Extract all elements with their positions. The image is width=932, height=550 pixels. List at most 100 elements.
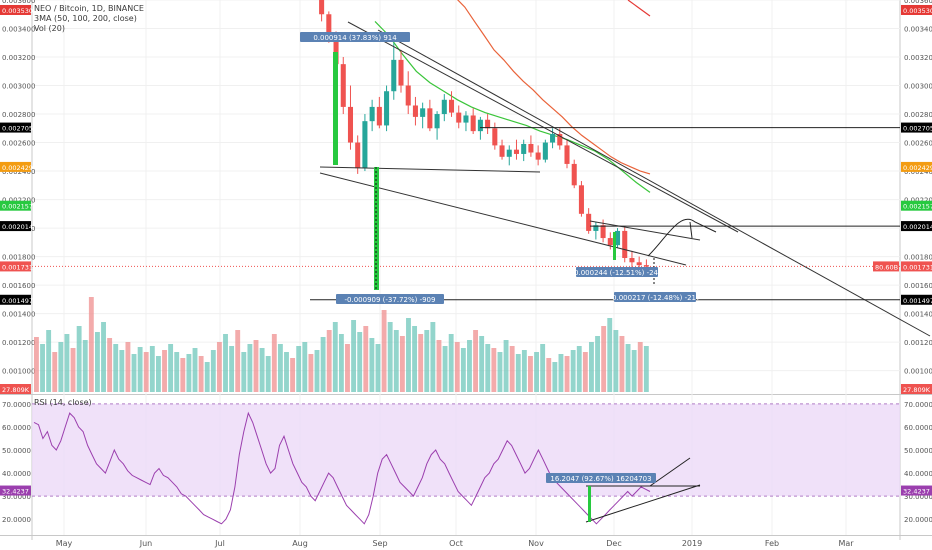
volume-bar bbox=[552, 362, 558, 392]
candle-body bbox=[492, 128, 498, 146]
price-badge bbox=[901, 221, 932, 232]
price-badge bbox=[901, 4, 932, 15]
volume-badge-text: 80.60B bbox=[875, 263, 898, 271]
price-axis-label: 0.001400 bbox=[904, 311, 932, 319]
volume-bar bbox=[363, 326, 369, 392]
rsi-legend: RSI (14, close) bbox=[34, 398, 92, 407]
volume-bar bbox=[186, 354, 192, 392]
volume-bar bbox=[442, 346, 448, 392]
volume-bar bbox=[168, 344, 174, 392]
volume-bar bbox=[94, 332, 100, 392]
volume-bar bbox=[284, 352, 289, 392]
price-axis-label: 0.002600 bbox=[904, 140, 932, 148]
left-price-badge-text: 0.002014 bbox=[2, 223, 33, 231]
candle-body bbox=[441, 99, 447, 115]
volume-bar bbox=[210, 350, 216, 392]
left-price-badge-text: 0.002157 bbox=[2, 203, 33, 211]
candle-body bbox=[405, 85, 411, 106]
rsi-line bbox=[33, 411, 651, 525]
volume-bar bbox=[613, 330, 619, 392]
candle-body bbox=[629, 258, 635, 263]
rsi-left-axis-label: 30.0000 bbox=[2, 493, 31, 501]
candle-body bbox=[456, 112, 462, 123]
volume-badge-bg bbox=[873, 261, 899, 272]
volume-axis-text: 27.809K bbox=[903, 386, 931, 394]
volume-bar bbox=[528, 356, 533, 392]
rsi-badge bbox=[901, 485, 932, 496]
candle-body bbox=[355, 142, 361, 169]
volume-bar bbox=[308, 354, 314, 392]
volume-bar bbox=[473, 330, 479, 392]
left-price-axis-label: 0.003600 bbox=[2, 0, 35, 5]
volume-bar bbox=[637, 342, 643, 392]
volume-bar bbox=[119, 350, 125, 392]
volume-bar bbox=[345, 344, 350, 392]
volume-bar bbox=[540, 344, 546, 392]
ruler-label: -0.000909 (-37.72%) -909 bbox=[345, 296, 436, 304]
rsi-left-axis-label: 60.0000 bbox=[2, 424, 31, 432]
volume-bar bbox=[192, 348, 198, 392]
rsi-axis-label: 30.0000 bbox=[904, 493, 932, 501]
volume-left-badge bbox=[0, 384, 31, 394]
left-price-badge bbox=[0, 122, 31, 133]
ruler-label-bg bbox=[576, 267, 658, 277]
volume-bar bbox=[296, 346, 302, 392]
price-axis-label: 0.002200 bbox=[904, 197, 932, 205]
candle-body bbox=[347, 106, 354, 143]
volume-bar bbox=[418, 334, 424, 392]
candle-body bbox=[513, 149, 520, 154]
ruler-label: -0.000244 (-12.51%) -244 bbox=[572, 269, 663, 277]
left-price-axis-label: 0.002800 bbox=[2, 111, 35, 119]
left-price-badge bbox=[0, 161, 31, 172]
ma-legend: 3MA (50, 100, 200, close) bbox=[34, 14, 137, 23]
price-badge-text: 0.003530 bbox=[903, 7, 932, 15]
volume-bar bbox=[76, 326, 82, 392]
rsi-trend-line bbox=[585, 484, 701, 523]
left-price-badge-text: 0.001497 bbox=[2, 297, 33, 305]
trend-line bbox=[319, 172, 687, 266]
price-axis-label: 0.001800 bbox=[904, 254, 932, 262]
volume-bar bbox=[58, 342, 64, 392]
candle-body bbox=[391, 59, 397, 92]
time-axis-label: Jul bbox=[214, 539, 225, 548]
ma-100-line bbox=[457, 0, 651, 175]
price-axis-label: 0.001000 bbox=[904, 368, 932, 376]
volume-bar bbox=[101, 322, 106, 392]
volume-bar bbox=[375, 344, 381, 392]
candle-body bbox=[607, 238, 613, 246]
volume-bar bbox=[625, 344, 631, 392]
volume-bar bbox=[149, 346, 155, 392]
time-axis-label: Feb bbox=[765, 539, 779, 548]
ruler-label-bg bbox=[336, 294, 444, 304]
volume-bar bbox=[113, 344, 119, 392]
candle-body bbox=[384, 91, 390, 126]
time-axis-label: Dec bbox=[606, 539, 621, 548]
volume-bar bbox=[34, 337, 39, 392]
candle-body bbox=[521, 143, 527, 154]
rsi-ruler-label: 16.2047 (92.67%) 16204703 bbox=[550, 475, 651, 483]
time-axis-label: Jun bbox=[139, 539, 153, 548]
price-axis-label: 0.003400 bbox=[904, 26, 932, 34]
price-badge-text: 0.002157 bbox=[903, 203, 932, 211]
candle-body bbox=[326, 14, 332, 36]
volume-bar bbox=[430, 322, 436, 392]
volume-bar bbox=[180, 358, 186, 392]
candle-body bbox=[340, 64, 346, 107]
candle-body bbox=[369, 106, 375, 122]
rsi-left-badge-text: 32.4237 bbox=[2, 488, 29, 496]
left-price-axis-label: 0.001200 bbox=[2, 339, 35, 347]
rsi-ruler-bg bbox=[546, 473, 656, 483]
trend-line bbox=[347, 21, 739, 233]
price-badge bbox=[901, 294, 932, 305]
volume-bar bbox=[198, 356, 204, 392]
price-badge bbox=[901, 261, 932, 272]
volume-bar bbox=[467, 340, 472, 392]
rsi-badge-text: 32.4237 bbox=[903, 488, 930, 496]
candle-body bbox=[420, 108, 426, 117]
price-axis-label: 0.003000 bbox=[904, 83, 932, 91]
left-price-axis-label: 0.002400 bbox=[2, 168, 35, 176]
volume-bar bbox=[302, 342, 308, 392]
ruler-label: -0.000217 (-12.48%) -217 bbox=[610, 294, 701, 302]
volume-bar bbox=[52, 352, 58, 392]
